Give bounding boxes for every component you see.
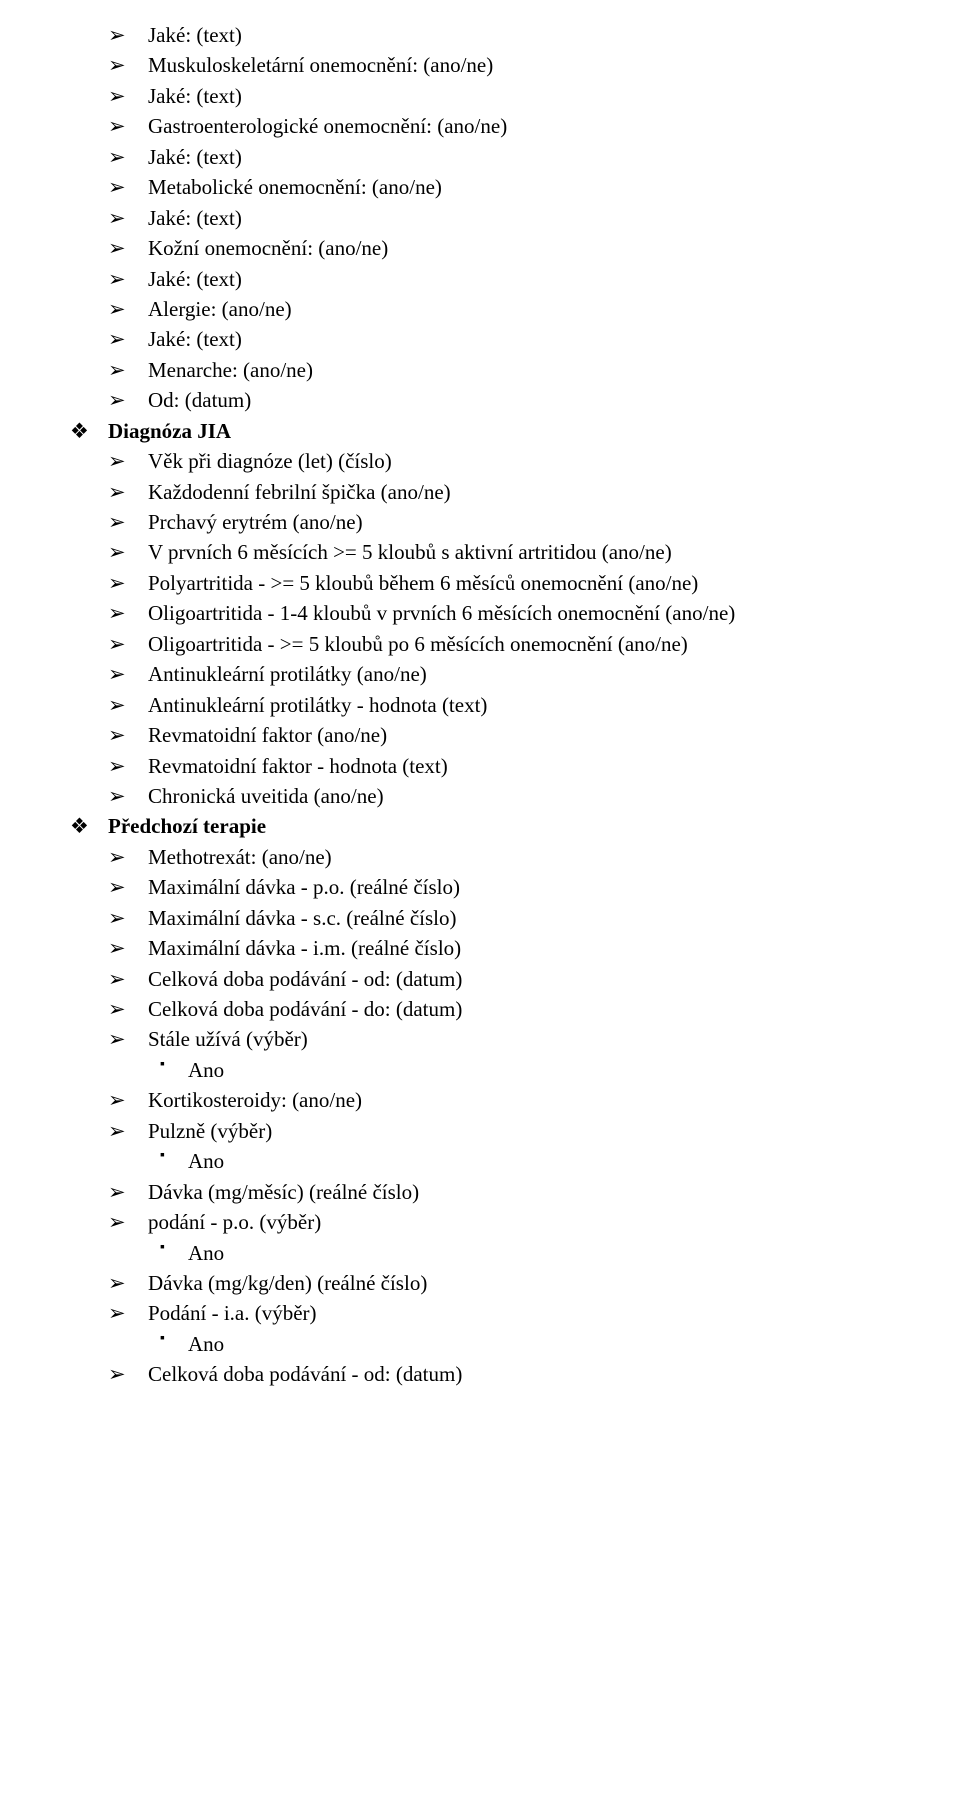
- subitem-text: Ano: [188, 1241, 224, 1265]
- list-item: Kožní onemocnění: (ano/ne): [108, 233, 960, 263]
- list-item: Metabolické onemocnění: (ano/ne): [108, 172, 960, 202]
- list-item: Antinukleární protilátky - hodnota (text…: [108, 690, 960, 720]
- item-text: Alergie: (ano/ne): [148, 297, 292, 321]
- item-text: Maximální dávka - s.c. (reálné číslo): [148, 906, 456, 930]
- subitem-text: Ano: [188, 1332, 224, 1356]
- item-text: Maximální dávka - i.m. (reálné číslo): [148, 936, 461, 960]
- item-text: Antinukleární protilátky (ano/ne): [148, 662, 427, 686]
- list-item: Jaké: (text): [108, 81, 960, 111]
- level2-list: Jaké: (text) Muskuloskeletární onemocnění…: [108, 20, 960, 416]
- subitem-text: Ano: [188, 1058, 224, 1082]
- list-item: Revmatoidní faktor - hodnota (text): [108, 751, 960, 781]
- list-item: Jaké: (text): [108, 142, 960, 172]
- item-text: Methotrexát: (ano/ne): [148, 845, 332, 869]
- item-text: Pulzně (výběr): [148, 1119, 272, 1143]
- item-text: Celková doba podávání - od: (datum): [148, 1362, 462, 1386]
- list-subitem: Ano: [148, 1329, 960, 1359]
- list-item: Maximální dávka - p.o. (reálné číslo): [108, 872, 960, 902]
- item-text: Podání - i.a. (výběr): [148, 1301, 317, 1325]
- section: Diagnóza JIA Věk při diagnóze (let) (čísl…: [30, 416, 960, 812]
- item-text: Jaké: (text): [148, 206, 242, 230]
- list-item: Oligoartritida - >= 5 kloubů po 6 měsící…: [108, 629, 960, 659]
- list-item: Jaké: (text): [108, 20, 960, 50]
- list-item: Revmatoidní faktor (ano/ne): [108, 720, 960, 750]
- level3-list: Ano: [148, 1146, 960, 1176]
- level1-list: Diagnóza JIA Věk při diagnóze (let) (čísl…: [30, 416, 960, 1390]
- item-text: Maximální dávka - p.o. (reálné číslo): [148, 875, 460, 899]
- list-item: Věk při diagnóze (let) (číslo): [108, 446, 960, 476]
- list-item: Gastroenterologické onemocnění: (ano/ne): [108, 111, 960, 141]
- list-item: Polyartritida - >= 5 kloubů během 6 měsí…: [108, 568, 960, 598]
- list-item: V prvních 6 měsících >= 5 kloubů s aktiv…: [108, 537, 960, 567]
- item-text: Celková doba podávání - do: (datum): [148, 997, 462, 1021]
- list-item: Dávka (mg/kg/den) (reálné číslo): [108, 1268, 960, 1298]
- list-item: Kortikosteroidy: (ano/ne): [108, 1085, 960, 1115]
- list-item: podání - p.o. (výběr) Ano: [108, 1207, 960, 1268]
- list-item: Podání - i.a. (výběr) Ano: [108, 1298, 960, 1359]
- list-item: Antinukleární protilátky (ano/ne): [108, 659, 960, 689]
- level3-list: Ano: [148, 1055, 960, 1085]
- section: Předchozí terapie Methotrexát: (ano/ne) Ma…: [30, 811, 960, 1389]
- section-heading: Předchozí terapie: [108, 814, 266, 838]
- list-item: Prchavý erytrém (ano/ne): [108, 507, 960, 537]
- item-text: Dávka (mg/měsíc) (reálné číslo): [148, 1180, 419, 1204]
- list-item: Jaké: (text): [108, 324, 960, 354]
- item-text: Kortikosteroidy: (ano/ne): [148, 1088, 362, 1112]
- list-item: Muskuloskeletární onemocnění: (ano/ne): [108, 50, 960, 80]
- item-text: Revmatoidní faktor - hodnota (text): [148, 754, 448, 778]
- item-text: Oligoartritida - 1-4 kloubů v prvních 6 …: [148, 601, 735, 625]
- section-heading: Diagnóza JIA: [108, 419, 231, 443]
- list-item: Pulzně (výběr) Ano: [108, 1116, 960, 1177]
- level3-list: Ano: [148, 1329, 960, 1359]
- level2-list: Methotrexát: (ano/ne) Maximální dávka - p…: [108, 842, 960, 1390]
- list-item: Celková doba podávání - od: (datum): [108, 1359, 960, 1389]
- item-text: Revmatoidní faktor (ano/ne): [148, 723, 387, 747]
- list-item: Methotrexát: (ano/ne): [108, 842, 960, 872]
- subitem-text: Ano: [188, 1149, 224, 1173]
- list-item: Jaké: (text): [108, 203, 960, 233]
- list-item: Maximální dávka - s.c. (reálné číslo): [108, 903, 960, 933]
- item-text: podání - p.o. (výběr): [148, 1210, 321, 1234]
- list-item: Celková doba podávání - do: (datum): [108, 994, 960, 1024]
- list-item: Chronická uveitida (ano/ne): [108, 781, 960, 811]
- item-text: Celková doba podávání - od: (datum): [148, 967, 462, 991]
- item-text: Gastroenterologické onemocnění: (ano/ne): [148, 114, 507, 138]
- list-item: Celková doba podávání - od: (datum): [108, 964, 960, 994]
- item-text: Oligoartritida - >= 5 kloubů po 6 měsící…: [148, 632, 688, 656]
- list-item: Jaké: (text): [108, 264, 960, 294]
- list-item: Menarche: (ano/ne): [108, 355, 960, 385]
- list-subitem: Ano: [148, 1238, 960, 1268]
- item-text: Chronická uveitida (ano/ne): [148, 784, 384, 808]
- level2-list: Věk při diagnóze (let) (číslo) Každodenní…: [108, 446, 960, 811]
- list-subitem: Ano: [148, 1146, 960, 1176]
- item-text: Prchavý erytrém (ano/ne): [148, 510, 363, 534]
- item-text: Kožní onemocnění: (ano/ne): [148, 236, 388, 260]
- list-item: Oligoartritida - 1-4 kloubů v prvních 6 …: [108, 598, 960, 628]
- item-text: Dávka (mg/kg/den) (reálné číslo): [148, 1271, 427, 1295]
- item-text: Od: (datum): [148, 388, 251, 412]
- list-item: Od: (datum): [108, 385, 960, 415]
- item-text: Jaké: (text): [148, 84, 242, 108]
- item-text: Jaké: (text): [148, 327, 242, 351]
- item-text: V prvních 6 měsících >= 5 kloubů s aktiv…: [148, 540, 672, 564]
- item-text: Každodenní febrilní špička (ano/ne): [148, 480, 451, 504]
- list-item: Každodenní febrilní špička (ano/ne): [108, 477, 960, 507]
- list-item: Maximální dávka - i.m. (reálné číslo): [108, 933, 960, 963]
- item-text: Polyartritida - >= 5 kloubů během 6 měsí…: [148, 571, 698, 595]
- item-text: Jaké: (text): [148, 23, 242, 47]
- item-text: Jaké: (text): [148, 267, 242, 291]
- list-item: Stále užívá (výběr) Ano: [108, 1024, 960, 1085]
- level3-list: Ano: [148, 1238, 960, 1268]
- list-item: Alergie: (ano/ne): [108, 294, 960, 324]
- list-subitem: Ano: [148, 1055, 960, 1085]
- list-item: Dávka (mg/měsíc) (reálné číslo): [108, 1177, 960, 1207]
- item-text: Stále užívá (výběr): [148, 1027, 308, 1051]
- item-text: Metabolické onemocnění: (ano/ne): [148, 175, 442, 199]
- item-text: Menarche: (ano/ne): [148, 358, 313, 382]
- item-text: Muskuloskeletární onemocnění: (ano/ne): [148, 53, 493, 77]
- item-text: Věk při diagnóze (let) (číslo): [148, 449, 392, 473]
- item-text: Jaké: (text): [148, 145, 242, 169]
- item-text: Antinukleární protilátky - hodnota (text…: [148, 693, 487, 717]
- orphan-level2-block: Jaké: (text) Muskuloskeletární onemocnění…: [30, 20, 960, 416]
